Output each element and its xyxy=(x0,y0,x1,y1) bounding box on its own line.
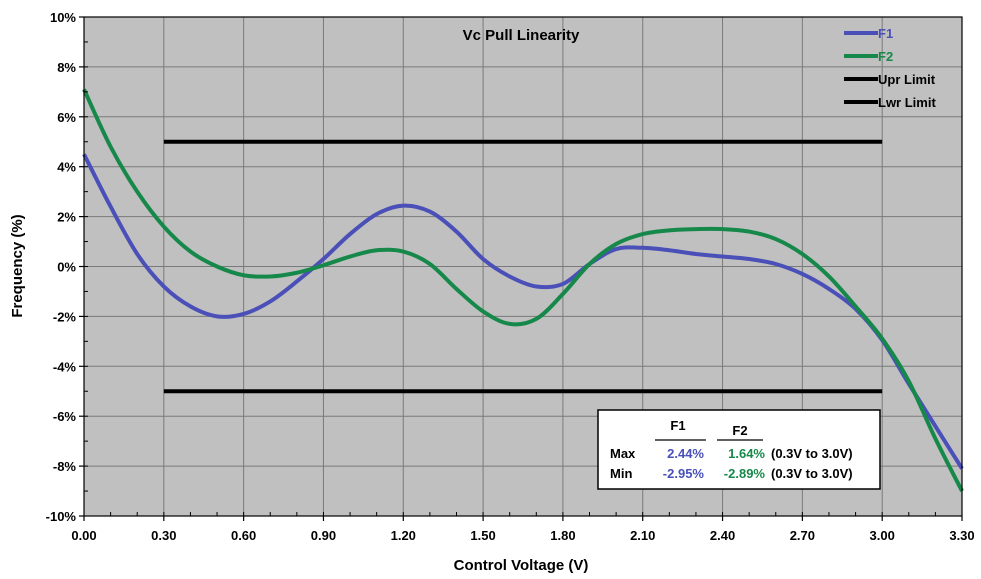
y-tick-label: -6% xyxy=(53,409,77,424)
y-tick-label: -4% xyxy=(53,359,77,374)
data-series xyxy=(82,88,964,492)
x-tick-label: 0.00 xyxy=(71,528,96,543)
stats-min-range: (0.3V to 3.0V) xyxy=(771,466,853,481)
x-tick-label: 0.90 xyxy=(311,528,336,543)
x-tick-label: 2.40 xyxy=(710,528,735,543)
y-tick-label: 8% xyxy=(57,60,76,75)
stats-min-f2: -2.89% xyxy=(724,466,766,481)
y-tick-label: -2% xyxy=(53,309,77,324)
x-tick-label: 1.20 xyxy=(391,528,416,543)
x-tick-label: 0.30 xyxy=(151,528,176,543)
legend: F1 F2 Upr Limit Lwr Limit xyxy=(844,26,936,110)
x-axis-title: Control Voltage (V) xyxy=(454,557,589,574)
y-tick-label: -8% xyxy=(53,459,77,474)
y-tick-label: 6% xyxy=(57,110,76,125)
stats-box-frame xyxy=(597,409,881,490)
x-tick-label: 0.60 xyxy=(231,528,256,543)
legend-label: Upr Limit xyxy=(878,72,936,87)
axis-ticks xyxy=(79,16,963,521)
limit-lines xyxy=(163,139,883,394)
x-tick-label: 2.70 xyxy=(790,528,815,543)
x-tick-label: 1.80 xyxy=(550,528,575,543)
stats-max-f1: 2.44% xyxy=(667,446,704,461)
chart-title: Vc Pull Linearity xyxy=(463,27,580,44)
stats-max-f2: 1.64% xyxy=(728,446,765,461)
stats-header-f2: F2 xyxy=(732,423,747,438)
y-tick-label: -10% xyxy=(46,509,77,524)
x-tick-label: 1.50 xyxy=(470,528,495,543)
y-axis-title: Frequency (%) xyxy=(9,214,26,317)
y-tick-label: 0% xyxy=(57,260,76,275)
stats-max-label: Max xyxy=(610,446,636,461)
stats-min-label: Min xyxy=(610,466,632,481)
y-tick-labels: 10% 8% 6% 4% 2% 0% -2% -4% -6% -8% -10% xyxy=(46,10,77,524)
x-tick-label: 3.30 xyxy=(949,528,974,543)
y-tick-label: 2% xyxy=(57,210,76,225)
legend-label: Lwr Limit xyxy=(878,95,936,110)
x-tick-labels: 0.00 0.30 0.60 0.90 1.20 1.50 1.80 2.10 2.40 2.70… xyxy=(71,528,974,543)
stats-header-f1: F1 xyxy=(670,418,685,433)
legend-label: F1 xyxy=(878,26,893,41)
legend-label: F2 xyxy=(878,49,893,64)
stats-min-f1: -2.95% xyxy=(663,466,705,481)
series-line-f1 xyxy=(82,153,964,470)
x-tick-label: 2.10 xyxy=(630,528,655,543)
series-line-f2 xyxy=(82,88,964,492)
x-tick-label: 3.00 xyxy=(870,528,895,543)
stats-max-range: (0.3V to 3.0V) xyxy=(771,446,853,461)
stats-box: F1 F2 Max 2.44% 1.64% (0.3V to 3.0V) Min… xyxy=(597,409,881,490)
y-tick-label: 4% xyxy=(57,160,76,175)
y-tick-label: 10% xyxy=(50,10,76,25)
